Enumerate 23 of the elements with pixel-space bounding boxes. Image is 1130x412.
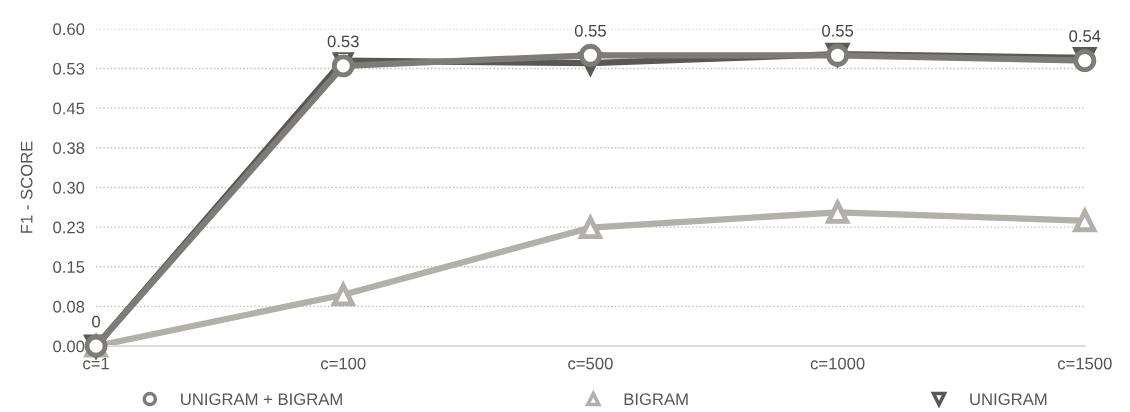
y-tick-label: 0.00 (53, 340, 85, 353)
data-label: 0 (92, 315, 101, 328)
data-label: 0.53 (327, 35, 359, 48)
y-tick-label: 0.15 (53, 261, 85, 273)
legend-label: UNIGRAM (970, 393, 1047, 406)
legend-label: BIGRAM (624, 393, 688, 406)
x-tick-label: c=100 (321, 357, 366, 370)
data-label: 0.54 (1069, 30, 1101, 42)
y-tick-label: 0.45 (53, 102, 85, 115)
y-tick-label: 0.38 (53, 142, 85, 155)
y-tick-label: 0.30 (53, 181, 85, 194)
y-tick-label: 0.53 (53, 62, 85, 75)
y-tick-label: 0.60 (53, 23, 85, 36)
x-tick-label: c=1500 (1057, 357, 1112, 370)
data-label: 0.55 (574, 24, 606, 37)
data-label: 0.55 (822, 24, 854, 37)
y-tick-label: 0.08 (53, 300, 85, 313)
x-tick-label: c=500 (568, 357, 613, 370)
x-tick-label: c=1 (83, 357, 109, 370)
y-tick-label: 0.23 (53, 221, 85, 234)
x-tick-label: c=1000 (810, 357, 865, 370)
legend-label: UNIGRAM + BIGRAM (181, 393, 342, 406)
y-axis-title: F1 - SCORE (20, 141, 33, 233)
